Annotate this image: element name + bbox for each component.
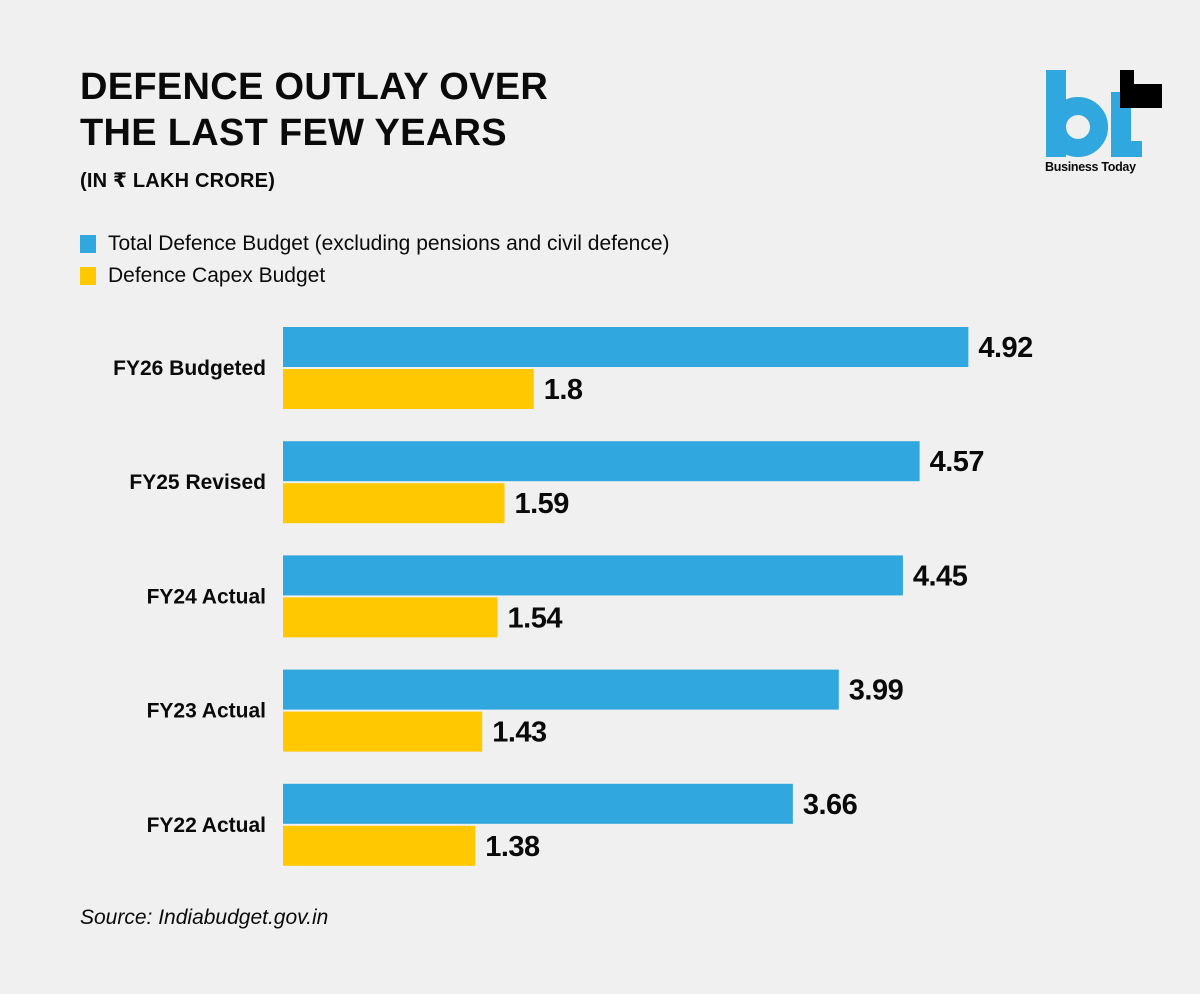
bar-chart: FY26 Budgeted 4.92 1.8 FY25 Revised 4.57 1.59…	[113, 327, 1033, 866]
value-label-capex-budget: 1.43	[492, 717, 547, 749]
value-label-total-budget: 4.92	[978, 332, 1032, 364]
legend-item-capex-budget: Defence Capex Budget	[80, 260, 670, 292]
bar-capex-budget-fy26-budgeted	[283, 369, 534, 409]
logo-brand-name: Business Today	[1045, 160, 1136, 174]
category-label: FY23 Actual	[147, 700, 266, 723]
bar-total-budget-fy23-actual	[283, 669, 839, 710]
bar-total-budget-fy24-actual	[283, 555, 903, 596]
chart-subtitle: (IN ₹ LAKH CRORE)	[80, 170, 276, 192]
logo-b-bowl	[1048, 97, 1108, 157]
category-label: FY25 Revised	[129, 471, 266, 494]
logo-t-stem	[1111, 92, 1131, 157]
business-today-logo: Business Today	[1040, 64, 1162, 176]
bar-capex-budget-fy23-actual	[283, 711, 483, 752]
bar-group-fy22-actual: FY22 Actual 3.66 1.38	[147, 783, 858, 866]
bar-group-fy24-actual: FY24 Actual 4.45 1.54	[147, 555, 968, 638]
legend-item-total-budget: Total Defence Budget (excluding pensions…	[80, 228, 670, 260]
value-label-total-budget: 3.99	[849, 675, 904, 707]
source-note: Source: Indiabudget.gov.in	[80, 906, 329, 929]
value-label-capex-budget: 1.54	[508, 602, 563, 634]
value-label-capex-budget: 1.38	[485, 831, 540, 863]
legend-swatch-capex-budget	[80, 267, 96, 285]
category-label: FY24 Actual	[147, 585, 266, 608]
bar-capex-budget-fy22-actual	[283, 825, 476, 866]
bar-group-fy26-budgeted: FY26 Budgeted 4.92 1.8	[113, 327, 1033, 409]
bar-total-budget-fy25-revised	[283, 441, 920, 482]
logo-t-foot	[1120, 141, 1142, 157]
bar-capex-budget-fy25-revised	[283, 483, 505, 524]
value-label-total-budget: 3.66	[803, 789, 858, 821]
chart-title-line-2: THE LAST FEW YEARS	[80, 112, 507, 154]
legend-swatch-total-budget	[80, 235, 96, 253]
logo-plus-mark-bar	[1120, 84, 1162, 108]
bar-group-fy23-actual: FY23 Actual 3.99 1.43	[147, 669, 904, 752]
bar-capex-budget-fy24-actual	[283, 597, 498, 638]
legend-label-total-budget: Total Defence Budget (excluding pensions…	[108, 232, 670, 255]
value-label-total-budget: 4.45	[913, 560, 968, 592]
chart-legend: Total Defence Budget (excluding pensions…	[80, 228, 670, 292]
bar-group-fy25-revised: FY25 Revised 4.57 1.59	[129, 441, 985, 524]
category-label: FY22 Actual	[147, 814, 266, 837]
category-label: FY26 Budgeted	[113, 357, 266, 380]
bar-total-budget-fy22-actual	[283, 783, 793, 824]
legend-label-capex-budget: Defence Capex Budget	[108, 264, 326, 287]
value-label-capex-budget: 1.8	[544, 374, 583, 406]
chart-title: DEFENCE OUTLAY OVER THE LAST FEW YEARS	[80, 64, 548, 156]
chart-title-line-1: DEFENCE OUTLAY OVER	[80, 66, 549, 108]
value-label-capex-budget: 1.59	[514, 488, 569, 520]
value-label-total-budget: 4.57	[930, 446, 984, 478]
bar-total-budget-fy26-budgeted	[283, 327, 969, 367]
